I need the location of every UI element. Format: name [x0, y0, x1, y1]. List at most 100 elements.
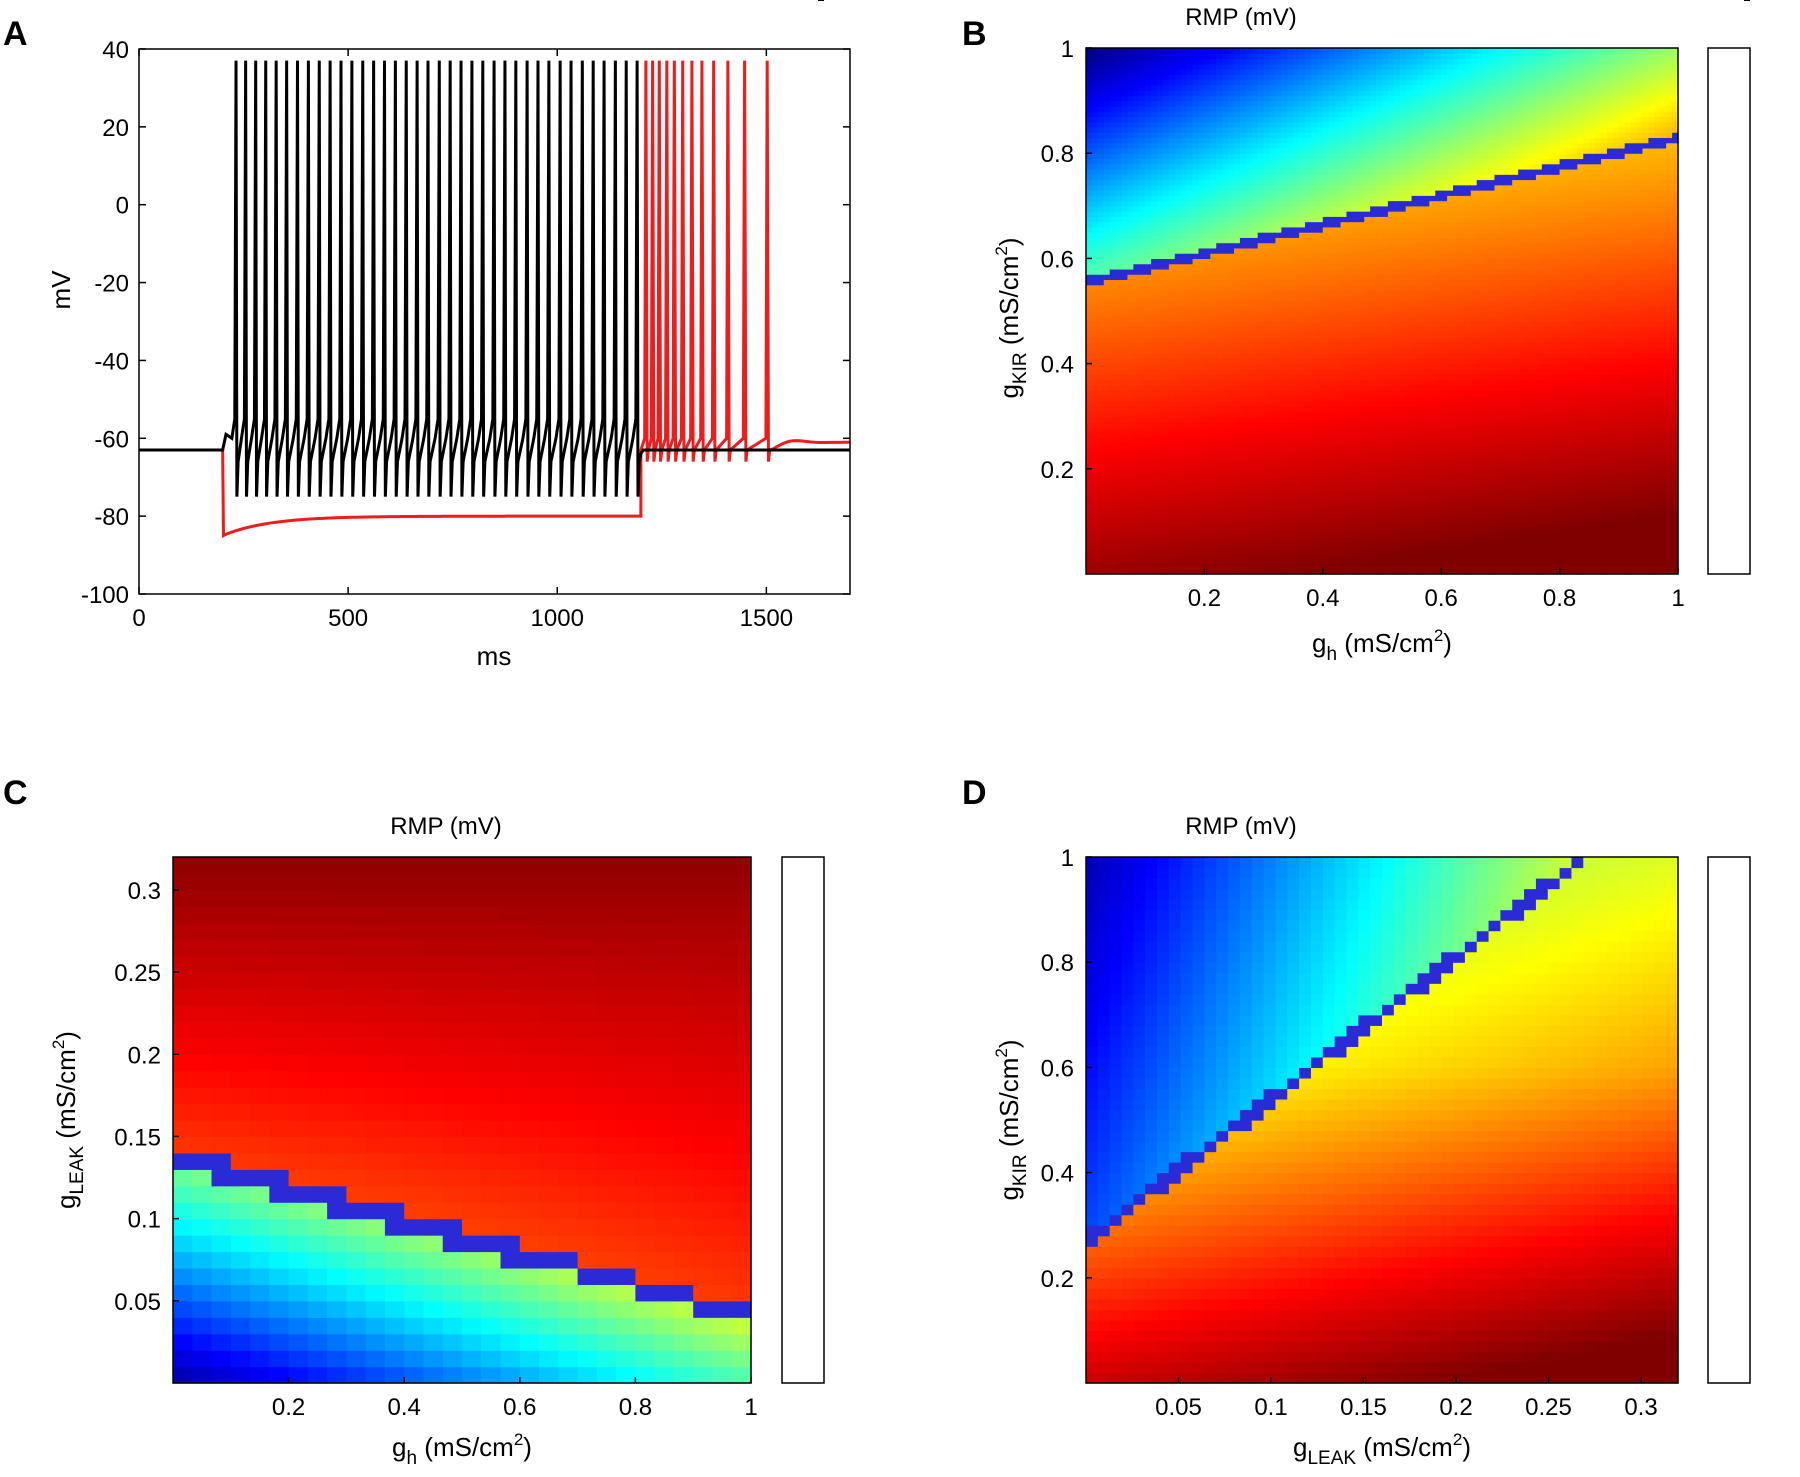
- heatmap-cell: [1281, 563, 1288, 570]
- heatmap-cell: [1358, 168, 1365, 175]
- heatmap-cell: [1109, 363, 1117, 370]
- heatmap-cell: [1251, 163, 1259, 170]
- heatmap-cell: [1192, 221, 1200, 228]
- heatmap-cell: [1228, 389, 1235, 396]
- heatmap-cell: [1334, 195, 1342, 202]
- heatmap-cell: [1245, 395, 1253, 402]
- heatmap-cell: [1275, 347, 1282, 354]
- heatmap-cell: [1216, 542, 1223, 549]
- heatmap-cell: [1334, 489, 1342, 496]
- heatmap-cell: [1186, 363, 1194, 370]
- heatmap-cell: [1186, 163, 1194, 170]
- heatmap-cell: [1305, 516, 1312, 522]
- heatmap-cell: [1251, 295, 1259, 302]
- heatmap-cell: [1121, 479, 1129, 486]
- heatmap-cell: [1310, 332, 1318, 338]
- heatmap-cell: [1305, 321, 1312, 328]
- heatmap-cell: [1310, 321, 1318, 328]
- heatmap-cell: [1186, 279, 1194, 286]
- heatmap-cell: [1281, 63, 1288, 70]
- heatmap-cell: [1180, 316, 1188, 323]
- heatmap-cell: [1145, 100, 1152, 107]
- heatmap-cell: [1186, 295, 1194, 302]
- heatmap-cell: [1364, 116, 1371, 123]
- heatmap-cell: [1358, 537, 1365, 544]
- heatmap-cell: [1322, 190, 1330, 196]
- heatmap-cell: [1216, 184, 1223, 191]
- heatmap-cell: [1275, 384, 1282, 391]
- heatmap-cell: [1133, 195, 1140, 202]
- heatmap-cell: [1257, 279, 1265, 286]
- heatmap-cell: [1097, 95, 1105, 102]
- panel-a-ytick-label: -80: [94, 504, 129, 531]
- heatmap-cell: [1127, 516, 1134, 522]
- heatmap-cell: [1263, 353, 1271, 359]
- heatmap-cell: [1370, 316, 1377, 323]
- heatmap-cell: [1263, 421, 1271, 428]
- heatmap-cell: [1121, 531, 1129, 538]
- heatmap-cell: [1275, 100, 1282, 107]
- heatmap-cell: [1346, 326, 1353, 333]
- heatmap-cell: [1340, 453, 1348, 459]
- heatmap-cell: [1204, 121, 1211, 128]
- heatmap-cell: [1091, 126, 1099, 133]
- heatmap-cell: [1174, 137, 1182, 144]
- heatmap-cell: [1305, 332, 1312, 338]
- heatmap-cell: [1281, 84, 1288, 91]
- heatmap-cell: [1115, 479, 1123, 486]
- heatmap-cell: [1275, 168, 1282, 175]
- heatmap-cell: [1257, 558, 1265, 565]
- heatmap-cell: [1293, 489, 1300, 496]
- heatmap-cell: [1352, 268, 1359, 275]
- heatmap-cell: [1358, 437, 1365, 444]
- heatmap-cell: [1216, 258, 1223, 265]
- heatmap-cell: [1310, 552, 1318, 559]
- heatmap-cell: [1174, 79, 1182, 86]
- heatmap-cell: [1287, 195, 1294, 202]
- heatmap-cell: [1269, 200, 1277, 207]
- heatmap-cell: [1334, 116, 1342, 123]
- heatmap-cell: [1322, 258, 1330, 265]
- heatmap-cell: [1257, 74, 1265, 81]
- heatmap-cell: [1358, 442, 1365, 449]
- heatmap-cell: [1192, 379, 1200, 386]
- heatmap-cell: [1109, 142, 1117, 149]
- heatmap-cell: [1168, 69, 1176, 75]
- heatmap-cell: [1287, 447, 1294, 454]
- heatmap-cell: [1186, 368, 1194, 375]
- heatmap-cell: [1352, 347, 1359, 354]
- heatmap-cell: [1151, 552, 1158, 559]
- heatmap-cell: [1210, 111, 1217, 117]
- heatmap-cell: [1145, 184, 1152, 191]
- heatmap-cell: [1269, 79, 1277, 86]
- heatmap-cell: [1263, 531, 1271, 538]
- heatmap-cell: [1358, 258, 1365, 265]
- heatmap-cell: [1091, 311, 1099, 317]
- heatmap-cell: [1103, 100, 1111, 107]
- heatmap-cell: [1162, 153, 1170, 160]
- heatmap-cell: [1239, 163, 1247, 170]
- heatmap-cell: [1281, 121, 1288, 128]
- heatmap-cell: [1310, 84, 1318, 91]
- heatmap-cell: [1352, 337, 1359, 344]
- heatmap-cell: [1109, 237, 1117, 244]
- heatmap-cell: [1115, 111, 1123, 117]
- heatmap-cell: [1334, 95, 1342, 102]
- heatmap-cell: [1204, 400, 1211, 407]
- heatmap-cell: [1287, 316, 1294, 323]
- heatmap-cell: [1352, 431, 1359, 438]
- heatmap-cell: [1180, 547, 1188, 554]
- heatmap-cell: [1352, 410, 1359, 417]
- heatmap-cell: [1334, 379, 1342, 386]
- heatmap-cell: [1269, 63, 1277, 70]
- heatmap-cell: [1281, 321, 1288, 328]
- heatmap-cell: [1310, 121, 1318, 128]
- heatmap-cell: [1180, 347, 1188, 354]
- heatmap-cell: [1328, 79, 1336, 86]
- heatmap-cell: [1287, 216, 1294, 223]
- heatmap-cell: [1139, 163, 1146, 170]
- heatmap-cell: [1257, 126, 1265, 133]
- heatmap-cell: [1263, 247, 1271, 254]
- heatmap-cell: [1340, 200, 1348, 207]
- heatmap-cell: [1251, 442, 1259, 449]
